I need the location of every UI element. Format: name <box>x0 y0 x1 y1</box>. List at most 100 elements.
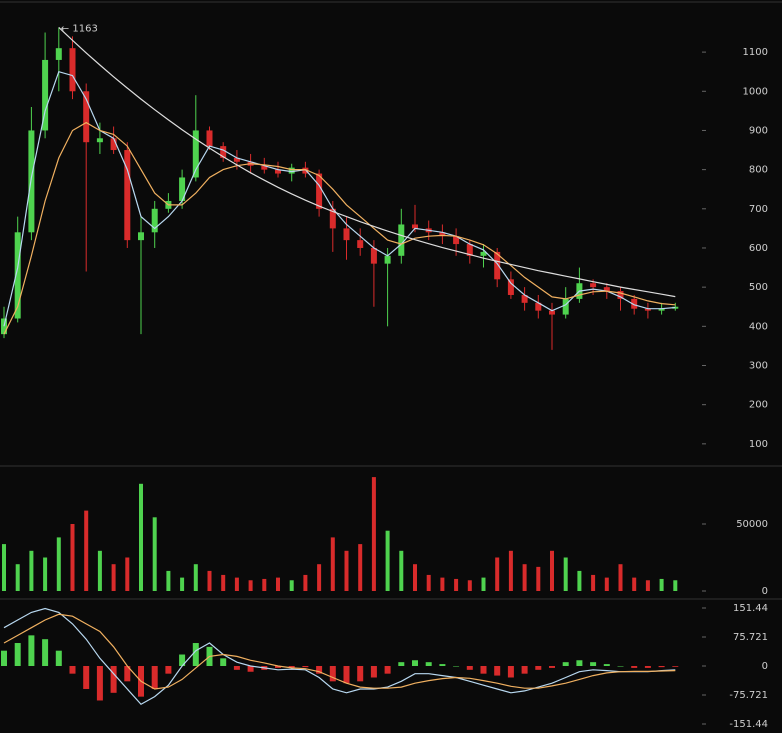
volume-bar <box>426 574 431 591</box>
macd-histogram <box>96 666 103 701</box>
volume-bar <box>632 577 637 591</box>
macd-histogram <box>343 666 350 684</box>
y-tick-label: 900 <box>749 125 768 136</box>
macd-histogram <box>124 666 131 682</box>
candle-body <box>110 138 117 151</box>
y-tick-label: 0 <box>762 586 768 597</box>
volume-bar <box>495 557 500 591</box>
candle-body <box>124 150 131 241</box>
macd-histogram <box>576 660 583 667</box>
volume-bar <box>645 580 650 591</box>
volume-bar <box>508 550 513 591</box>
candle-body <box>96 138 103 143</box>
candle-body <box>521 294 528 303</box>
macd-histogram <box>233 666 240 670</box>
volume-bar <box>139 483 143 591</box>
macd-histogram <box>658 666 665 668</box>
candle-body <box>439 232 446 237</box>
macd-histogram <box>494 666 501 676</box>
macd-histogram <box>179 654 186 667</box>
candle-body <box>384 255 391 264</box>
macd-histogram <box>192 643 199 667</box>
candle-body <box>370 247 377 264</box>
macd-histogram <box>69 666 76 674</box>
candle-body <box>83 91 90 143</box>
volume-bar <box>399 550 404 591</box>
volume-bar <box>618 564 623 591</box>
volume-bar <box>84 510 89 591</box>
volume-bar <box>385 530 390 591</box>
macd-line <box>3 607 676 706</box>
candle-body <box>14 232 21 319</box>
macd-histogram <box>316 666 323 674</box>
candle-body <box>535 302 542 311</box>
volume-bar <box>234 577 239 591</box>
volume-bar <box>440 577 445 591</box>
macd-histogram <box>644 666 651 668</box>
macd-histogram <box>672 666 679 667</box>
volume-bar <box>413 564 417 591</box>
candle-body <box>138 232 144 241</box>
volume-bar <box>344 550 349 591</box>
candle-body <box>357 240 364 248</box>
candle-body <box>192 130 199 178</box>
candle-body <box>562 298 569 315</box>
y-tick-label: 50000 <box>736 519 768 530</box>
candle-body <box>644 308 651 311</box>
volume-bar <box>97 550 102 591</box>
macd-histogram <box>549 666 555 668</box>
macd-histogram <box>275 666 281 668</box>
candle-body <box>288 167 295 174</box>
volume-bar <box>207 570 212 591</box>
volume-bar <box>111 564 116 591</box>
y-tick-label: 300 <box>749 360 768 371</box>
candle-body <box>261 165 268 170</box>
volume-bar <box>166 570 171 591</box>
macd-histogram <box>439 664 446 667</box>
macd-histogram <box>14 643 21 667</box>
volume-bar <box>522 564 527 591</box>
macd-histogram <box>535 666 542 670</box>
candle-body <box>494 251 501 280</box>
macd-histogram <box>425 662 432 667</box>
volume-bar <box>125 557 130 591</box>
candle-body <box>507 279 514 295</box>
macd-histogram <box>453 666 460 667</box>
candle-body <box>466 244 473 256</box>
volume-bar <box>43 557 48 591</box>
volume-bar <box>152 517 157 591</box>
volume-bar <box>673 580 678 591</box>
y-tick-label: 700 <box>749 204 768 215</box>
volume-bar <box>659 578 664 591</box>
candle-body <box>316 173 323 209</box>
y-tick-label: -151.44 <box>729 719 768 730</box>
macd-histogram <box>1 650 7 667</box>
macd-histogram <box>165 666 172 674</box>
candle-body <box>343 228 350 241</box>
volume-bar <box>29 550 34 591</box>
y-tick-label: 600 <box>749 243 768 254</box>
volume-bar <box>303 574 308 591</box>
macd-histogram <box>151 666 158 689</box>
volume-bar <box>550 550 554 591</box>
macd-histogram <box>507 666 514 678</box>
volume-bar <box>604 577 609 591</box>
candle-body <box>549 310 555 315</box>
macd-histogram <box>466 666 473 670</box>
candle-body <box>275 169 281 174</box>
volume-bar <box>563 557 568 591</box>
volume-bar <box>70 523 75 591</box>
annotation: ← 1163 <box>61 23 98 34</box>
macd-histogram <box>110 666 117 693</box>
candle-body <box>42 59 49 131</box>
volume-bar <box>248 580 253 591</box>
volume-bar <box>454 578 459 591</box>
candle-body <box>302 167 309 174</box>
volume-bar <box>481 577 486 591</box>
candle-body <box>398 224 405 256</box>
trend-line <box>58 26 676 298</box>
macd-histogram <box>617 666 624 667</box>
y-tick-label: 1100 <box>743 47 768 58</box>
